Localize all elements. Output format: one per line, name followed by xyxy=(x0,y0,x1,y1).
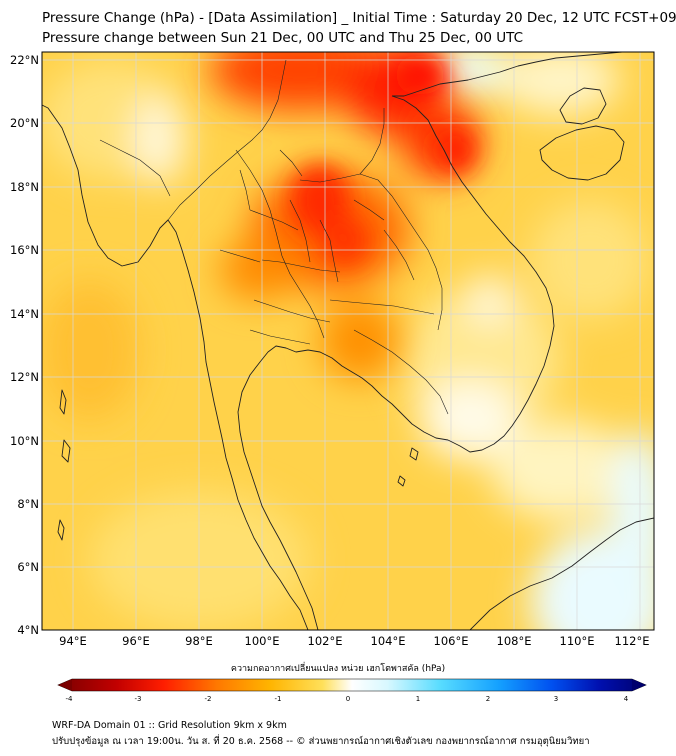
footer-model-info: WRF-DA Domain 01 :: Grid Resolution 9km … xyxy=(52,720,287,731)
colorbar-left-arrow xyxy=(58,679,72,691)
colorbar-right-arrow xyxy=(632,679,646,691)
footer-credit: ปรับปรุงข้อมูล ณ เวลา 19:00น. วัน ส. ที่… xyxy=(52,736,590,747)
lon-label: 96°E xyxy=(122,634,150,648)
lon-labels: 94°E 96°E 98°E 100°E 102°E 104°E 106°E 1… xyxy=(59,634,649,648)
chart-title: Pressure Change (hPa) - [Data Assimilati… xyxy=(42,10,676,26)
graticule xyxy=(42,52,654,630)
lon-label: 106°E xyxy=(434,634,469,648)
borders xyxy=(99,59,449,415)
colorbar-tick: 1 xyxy=(416,695,420,703)
colorbar-tick: -1 xyxy=(275,695,282,703)
lon-label: 94°E xyxy=(59,634,87,648)
lon-label: 98°E xyxy=(185,634,213,648)
colorbar-tick: 4 xyxy=(624,695,629,703)
lat-label: 6°N xyxy=(17,560,39,574)
lon-label: 108°E xyxy=(497,634,532,648)
lat-label: 10°N xyxy=(10,434,39,448)
lat-label: 12°N xyxy=(10,370,39,384)
lat-label: 22°N xyxy=(10,53,39,67)
lat-label: 4°N xyxy=(17,623,39,637)
pressure-field xyxy=(42,52,654,630)
map-frame xyxy=(41,51,655,631)
lon-label: 110°E xyxy=(560,634,595,648)
colorbar-tick: 3 xyxy=(554,695,558,703)
lon-label: 104°E xyxy=(371,634,406,648)
coastlines xyxy=(42,52,654,630)
colorbar-tick: -2 xyxy=(205,695,212,703)
colorbar-title: ความกดอากาศเปลี่ยนแปลง หน่วย เฮกโตพาสคัล… xyxy=(230,664,446,674)
chart-subtitle: Pressure change between Sun 21 Dec, 00 U… xyxy=(42,30,523,46)
colorbar-bar xyxy=(57,678,647,692)
lat-label: 18°N xyxy=(10,180,39,194)
lat-labels: 22°N 20°N 18°N 16°N 14°N 12°N 10°N 8°N 6… xyxy=(10,53,39,637)
colorbar-tick: 2 xyxy=(486,695,490,703)
lon-label: 102°E xyxy=(308,634,343,648)
lat-label: 14°N xyxy=(10,307,39,321)
lat-label: 20°N xyxy=(10,116,39,130)
lat-label: 16°N xyxy=(10,243,39,257)
colorbar-tick: -3 xyxy=(135,695,142,703)
colorbar-tick: 0 xyxy=(346,695,350,703)
colorbar: -4 -3 -2 -1 0 1 2 3 4 xyxy=(57,678,647,703)
lon-label: 100°E xyxy=(245,634,280,648)
lon-label: 112°E xyxy=(615,634,650,648)
lat-label: 8°N xyxy=(17,497,39,511)
colorbar-tick: -4 xyxy=(66,695,74,703)
